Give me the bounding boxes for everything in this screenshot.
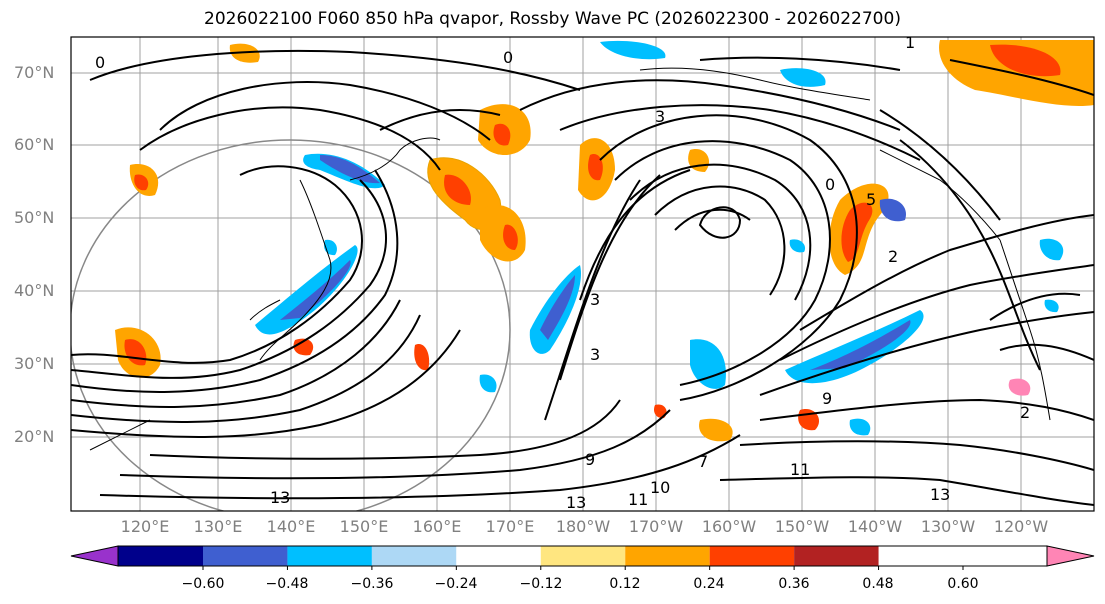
latitude-label: 40°N	[14, 281, 55, 300]
map-content: 0 0 1 3 3 3 5 9 10 11 13 2 2 0 7 9 11 13…	[71, 33, 1094, 512]
latitude-label: 20°N	[14, 427, 55, 446]
contour-label: 11	[790, 460, 810, 479]
negative-anomalies	[255, 40, 1064, 436]
contour-label: 13	[930, 485, 950, 504]
contour-lines	[71, 49, 1094, 506]
contour-label: 7	[698, 452, 708, 471]
colorbar-tick-label: −0.36	[350, 576, 394, 592]
colorbar-frame	[117, 545, 1048, 567]
contour-label: 3	[590, 290, 600, 309]
colorbar-cell	[625, 546, 710, 566]
coastlines	[89, 67, 1051, 451]
colorbar-cell	[540, 546, 626, 566]
longitude-label: 170°E	[485, 517, 535, 536]
longitude-label: 150°W	[774, 517, 830, 536]
contour-labels: 0 0 1 3 3 3 5 9 10 11 13 2 2 0 7 9 11 13…	[95, 33, 1030, 512]
contour-label: 13	[270, 488, 290, 507]
contour-label: 5	[866, 190, 876, 209]
colorbar-tick-label: −0.48	[265, 576, 309, 592]
contour-label: 0	[825, 175, 835, 194]
longitude-label: 120°E	[120, 517, 170, 536]
longitude-label: 120°W	[993, 517, 1049, 536]
latitude-label: 60°N	[14, 135, 55, 154]
colorbar-tick-label: 0.48	[862, 576, 894, 592]
longitude-label: 130°W	[920, 517, 976, 536]
colorbar-cell	[287, 546, 372, 566]
contour-label: 1	[905, 33, 915, 52]
longitude-label: 150°E	[339, 517, 389, 536]
colorbar-tick-label: −0.24	[434, 576, 478, 592]
colorbar	[70, 545, 1095, 570]
colorbar-cell	[794, 546, 879, 566]
longitude-label: 160°E	[412, 517, 462, 536]
longitude-label: 180°W	[555, 517, 611, 536]
contour-label: 3	[655, 107, 665, 126]
latitude-label: 70°N	[14, 63, 55, 82]
map-frame	[70, 36, 1095, 512]
colorbar-cell	[709, 546, 795, 566]
colorbar-extend-right	[1046, 545, 1095, 567]
longitude-label: 130°E	[193, 517, 243, 536]
colorbar-tick-label: 0.24	[693, 576, 725, 592]
region-circle	[71, 139, 511, 511]
contour-label: 2	[1020, 403, 1030, 422]
colorbar-extend-left	[70, 545, 119, 567]
colorbar-ticks	[202, 566, 964, 570]
colorbar-cell	[118, 546, 203, 566]
longitude-label: 140°W	[847, 517, 903, 536]
contour-label: 2	[888, 247, 898, 266]
colorbar-cell	[203, 546, 288, 566]
colorbar-cells	[118, 546, 879, 566]
map-title: 2026022100 F060 850 hPa qvapor, Rossby W…	[204, 9, 901, 29]
positive-anomalies	[115, 40, 1094, 442]
colorbar-cell	[456, 546, 541, 566]
longitude-label: 170°W	[628, 517, 684, 536]
longitude-label: 140°E	[266, 517, 316, 536]
colorbar-tick-label: 0.12	[609, 576, 641, 592]
longitude-label: 160°W	[701, 517, 757, 536]
colorbar-tick-label: 0.36	[778, 576, 810, 592]
contour-label: 10	[650, 478, 670, 497]
colorbar-tick-label: 0.60	[947, 576, 979, 592]
contour-label: 13	[566, 493, 586, 512]
contour-label: 11	[628, 490, 648, 509]
colorbar-tick-label: −0.60	[181, 576, 225, 592]
contour-label: 3	[590, 345, 600, 364]
contour-label: 0	[503, 48, 513, 67]
contour-label: 9	[585, 450, 595, 469]
colorbar-tick-label: −0.12	[519, 576, 563, 592]
colorbar-cell	[371, 546, 457, 566]
latitude-label: 50°N	[14, 208, 55, 227]
contour-label: 9	[822, 389, 832, 408]
latitude-label: 30°N	[14, 354, 55, 373]
contour-label: 0	[95, 53, 105, 72]
